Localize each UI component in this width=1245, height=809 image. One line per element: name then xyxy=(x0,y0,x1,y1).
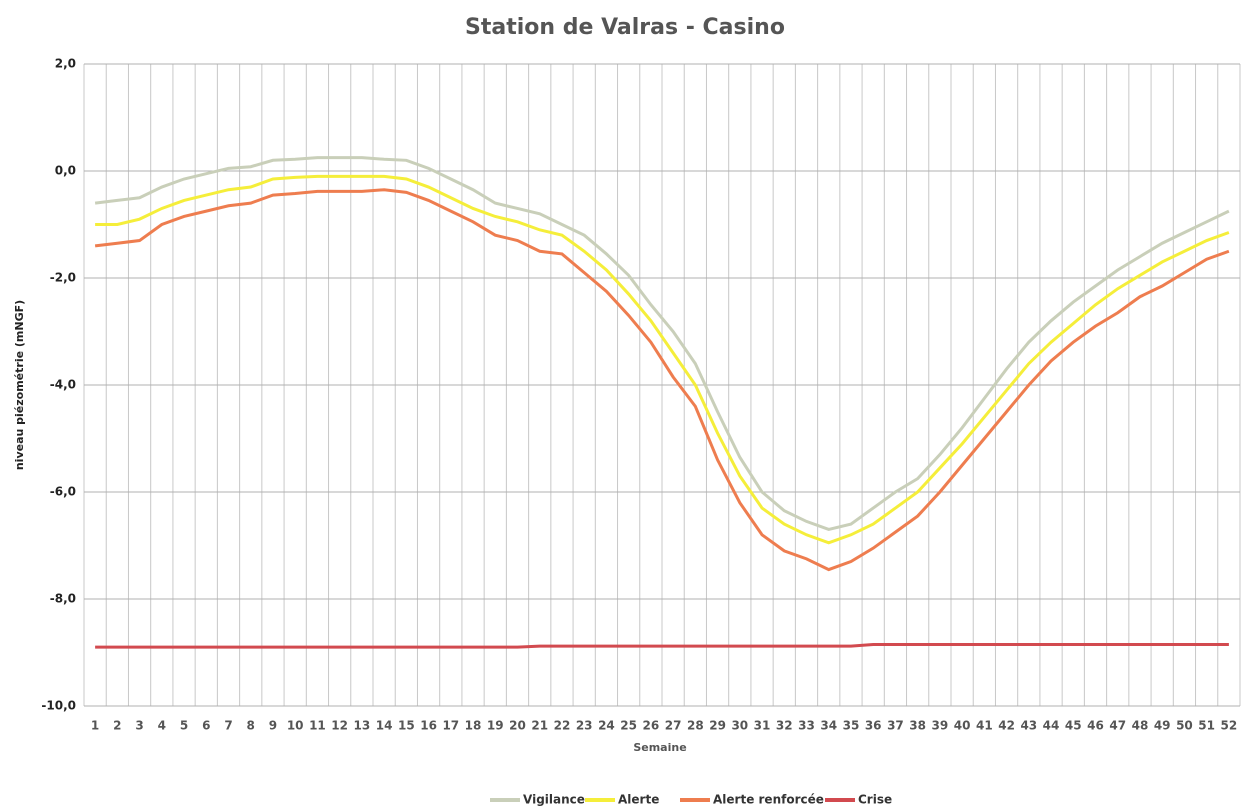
x-tick-label: 43 xyxy=(1020,719,1037,733)
x-tick-label: 32 xyxy=(776,719,793,733)
x-tick-label: 35 xyxy=(843,719,860,733)
x-tick-label: 31 xyxy=(754,719,771,733)
x-tick-label: 45 xyxy=(1065,719,1082,733)
x-tick-label: 14 xyxy=(376,719,393,733)
legend-label: Alerte xyxy=(618,793,659,807)
x-tick-label: 4 xyxy=(158,719,166,733)
x-tick-label: 37 xyxy=(887,719,904,733)
x-tick-label: 7 xyxy=(224,719,232,733)
x-tick-label: 27 xyxy=(665,719,682,733)
y-tick-label: -4,0 xyxy=(50,378,76,392)
x-tick-label: 25 xyxy=(620,719,637,733)
legend-label: Crise xyxy=(858,793,892,807)
chart-title: Station de Valras - Casino xyxy=(465,15,785,40)
x-tick-label: 46 xyxy=(1087,719,1104,733)
x-tick-label: 50 xyxy=(1176,719,1193,733)
x-tick-label: 49 xyxy=(1154,719,1171,733)
x-tick-label: 39 xyxy=(932,719,949,733)
series-line xyxy=(95,642,1229,649)
x-tick-label: 33 xyxy=(798,719,815,733)
y-axis-label: niveau piézométrie (mNGF) xyxy=(13,300,26,470)
y-tick-label: -2,0 xyxy=(50,271,76,285)
x-tick-label: 10 xyxy=(287,719,304,733)
x-tick-label: 21 xyxy=(531,719,548,733)
x-tick-label: 17 xyxy=(442,719,459,733)
x-tick-label: 40 xyxy=(954,719,971,733)
x-tick-label: 51 xyxy=(1198,719,1215,733)
y-tick-label: -10,0 xyxy=(41,699,76,713)
x-tick-label: 48 xyxy=(1132,719,1149,733)
y-tick-label: 2,0 xyxy=(55,57,76,71)
x-tick-label: 20 xyxy=(509,719,526,733)
x-tick-label: 3 xyxy=(135,719,143,733)
x-tick-label: 22 xyxy=(554,719,571,733)
x-tick-label: 9 xyxy=(269,719,277,733)
x-tick-label: 29 xyxy=(709,719,726,733)
x-tick-label: 15 xyxy=(398,719,415,733)
x-tick-label: 12 xyxy=(331,719,348,733)
x-tick-label: 19 xyxy=(487,719,504,733)
x-tick-label: 30 xyxy=(731,719,748,733)
y-tick-label: -6,0 xyxy=(50,485,76,499)
x-tick-label: 38 xyxy=(909,719,926,733)
x-tick-label: 5 xyxy=(180,719,188,733)
x-tick-label: 6 xyxy=(202,719,210,733)
x-tick-label: 24 xyxy=(598,719,615,733)
x-tick-label: 52 xyxy=(1221,719,1238,733)
series-line xyxy=(94,156,1230,532)
x-tick-label: 23 xyxy=(576,719,593,733)
x-tick-label: 41 xyxy=(976,719,993,733)
x-tick-label: 1 xyxy=(91,719,99,733)
x-tick-label: 36 xyxy=(865,719,882,733)
series-line xyxy=(94,188,1230,572)
series-line xyxy=(95,174,1230,545)
x-tick-label: 47 xyxy=(1109,719,1126,733)
x-tick-label: 44 xyxy=(1043,719,1060,733)
x-tick-label: 8 xyxy=(247,719,255,733)
x-tick-label: 26 xyxy=(643,719,660,733)
legend-label: Alerte renforcée xyxy=(713,793,824,807)
x-axis-label: Semaine xyxy=(633,741,686,754)
x-tick-label: 34 xyxy=(820,719,837,733)
legend-label: Vigilance xyxy=(523,793,585,807)
x-tick-label: 18 xyxy=(465,719,482,733)
x-tick-label: 11 xyxy=(309,719,326,733)
x-tick-label: 16 xyxy=(420,719,437,733)
x-tick-label: 2 xyxy=(113,719,121,733)
x-tick-label: 28 xyxy=(687,719,704,733)
y-tick-label: -8,0 xyxy=(50,592,76,606)
x-tick-label: 13 xyxy=(354,719,371,733)
x-tick-label: 42 xyxy=(998,719,1015,733)
y-tick-label: 0,0 xyxy=(55,164,76,178)
